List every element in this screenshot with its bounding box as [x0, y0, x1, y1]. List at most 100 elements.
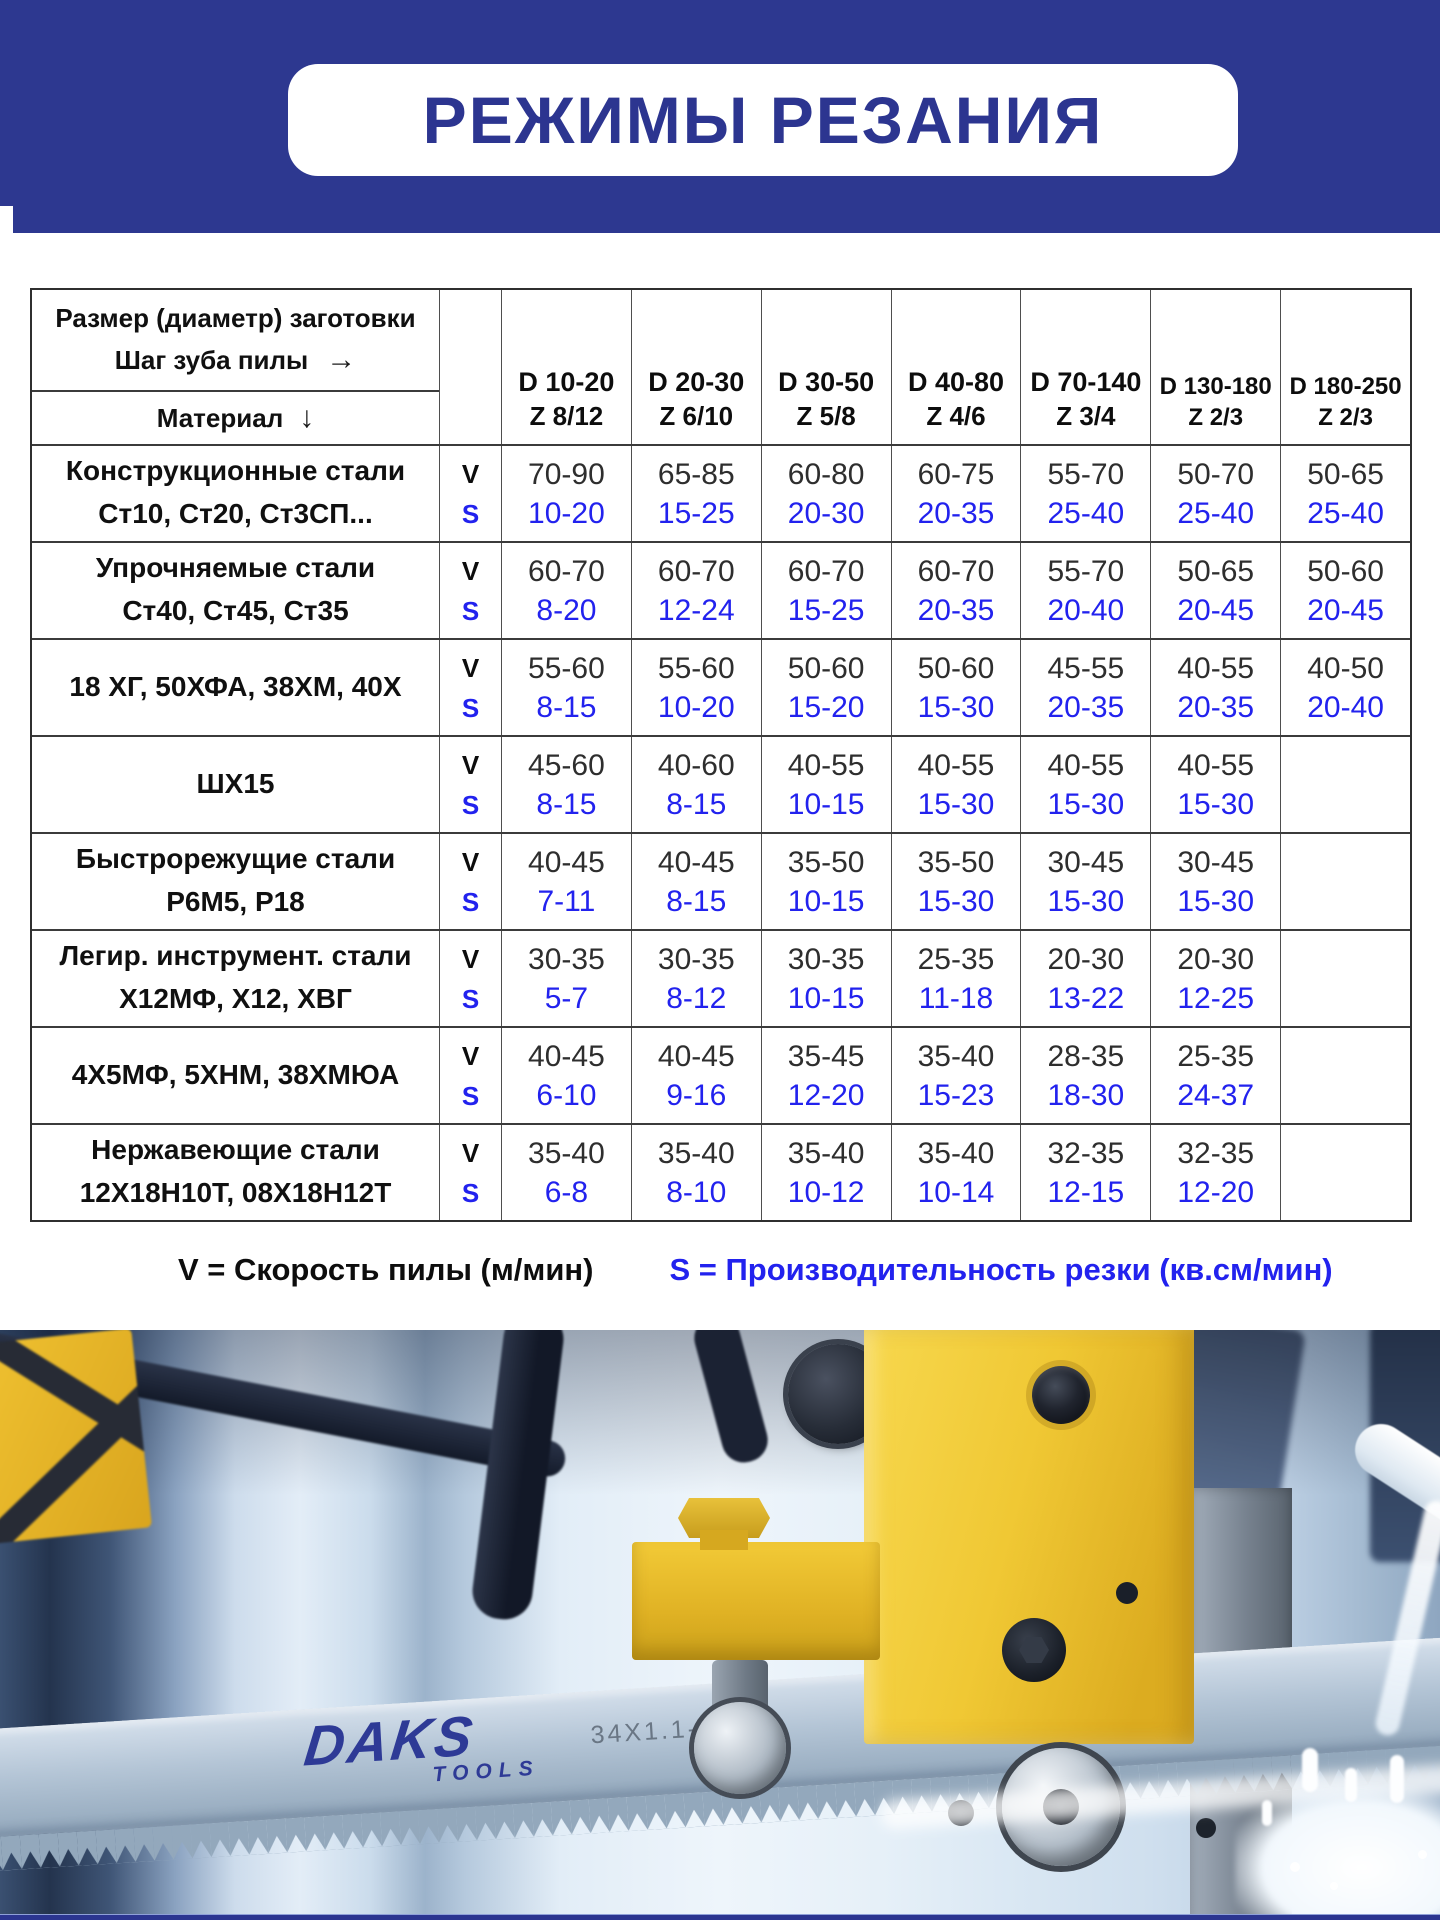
value-cell: 35-50 15-30 [890, 834, 1021, 929]
legend-s-label: S = Производительность резки (кв.см/мин) [669, 1252, 1333, 1287]
bolt-hole [1116, 1582, 1138, 1604]
value-cell: 60-70 15-25 [760, 543, 891, 638]
bolt-hole [1032, 1366, 1090, 1424]
material-cell: 18 ХГ, 50ХФА, 38ХМ, 40Х [69, 670, 402, 702]
page-title: РЕЖИМЫ РЕЗАНИЯ [422, 83, 1104, 157]
value-cell: 60-80 20-30 [760, 446, 891, 541]
hex-socket [1019, 1637, 1049, 1663]
column-header: D 10-20 Z 8/12 [501, 290, 631, 444]
value-cell [1280, 1028, 1410, 1123]
material-cell: ШХ15 [196, 767, 275, 799]
value-cell: 28-35 18-30 [1020, 1028, 1150, 1123]
screw [1196, 1818, 1216, 1838]
value-cell: 40-45 7-11 [501, 834, 631, 929]
value-cell: 40-55 10-15 [760, 737, 891, 832]
value-cell: 45-55 20-35 [1020, 640, 1150, 735]
legend: V = Скорость пилы (м/мин) S = Производит… [0, 1252, 1440, 1288]
value-cell: 35-40 10-14 [890, 1125, 1021, 1220]
column-header: D 180-250 Z 2/3 [1280, 290, 1410, 444]
hydraulic-hose [689, 1330, 773, 1468]
value-cell: 50-60 15-20 [760, 640, 891, 735]
cutting-modes-table: Размер (диаметр) заготовки Шаг зуба пилы… [30, 288, 1412, 1222]
value-cell: 60-70 20-35 [890, 543, 1021, 638]
right-arrow-icon: → [326, 343, 357, 376]
value-cell: 55-70 20-40 [1020, 543, 1150, 638]
hydraulic-hose [469, 1330, 567, 1623]
material-cell: Конструкционные стали Ст10, Ст20, Ст3СП..… [65, 455, 406, 529]
table-row: 18 ХГ, 50ХФА, 38ХМ, 40Х V S 55-60 8-15 55-60 1… [32, 638, 1410, 735]
value-cell: 45-60 8-15 [501, 737, 631, 832]
tooth-pitch-label: Шаг зуба пилы → [114, 343, 357, 376]
value-cell: 20-30 13-22 [1020, 931, 1150, 1026]
value-cell: 30-35 5-7 [501, 931, 631, 1026]
value-cell: 55-70 25-40 [1020, 446, 1150, 541]
table-row: Быстрорежущие стали Р6М5, Р18 V S 40-45 7-11 4… [32, 832, 1410, 929]
value-cell: 25-35 24-37 [1150, 1028, 1280, 1123]
corner-cell: Размер (диаметр) заготовки Шаг зуба пилы… [32, 290, 439, 444]
value-cell: 55-60 10-20 [630, 640, 761, 735]
coolant-droplet [1418, 1850, 1427, 1859]
corner-top: Размер (диаметр) заготовки Шаг зуба пилы… [32, 290, 439, 392]
value-cell: 50-65 25-40 [1280, 446, 1410, 541]
value-cell: 40-55 20-35 [1150, 640, 1280, 735]
value-cell: 50-65 20-45 [1150, 543, 1280, 638]
coolant-drip [1262, 1800, 1272, 1826]
value-cell: 40-45 6-10 [501, 1028, 631, 1123]
down-arrow-icon: ↓ [299, 401, 315, 434]
value-cell: 65-85 15-25 [630, 446, 761, 541]
value-cell: 35-40 10-12 [760, 1125, 891, 1220]
coolant-drip [1302, 1748, 1318, 1792]
value-cell: 32-35 12-20 [1150, 1125, 1280, 1220]
table-row: 4Х5МФ, 5ХНМ, 38ХМЮА V S 40-45 6-10 40-45 9-16 3… [32, 1026, 1410, 1123]
value-cell: 35-40 8-10 [630, 1125, 761, 1220]
banner-notch [0, 206, 13, 233]
column-header: D 30-50 Z 5/8 [760, 290, 891, 444]
value-cell: 40-45 8-15 [630, 834, 761, 929]
legend-v-label: V = Скорость пилы (м/мин) [178, 1252, 594, 1287]
band-saw-photo: DAKS TOOLS 34X1.1-7- [0, 1330, 1440, 1920]
value-cell [1280, 834, 1410, 929]
title-pill: РЕЖИМЫ РЕЗАНИЯ [288, 64, 1238, 176]
value-cell: 30-45 15-30 [1020, 834, 1150, 929]
material-header: Материал ↓ [156, 401, 315, 434]
material-cell: Нержавеющие стали 12Х18Н10Т, 08Х18Н12Т [79, 1134, 392, 1208]
guide-wheel [694, 1702, 786, 1794]
value-cell [1280, 1125, 1410, 1220]
value-cell: 30-45 15-30 [1150, 834, 1280, 929]
value-cell: 40-55 15-30 [1150, 737, 1280, 832]
vs-header-cell [439, 290, 501, 444]
value-cell [1280, 737, 1410, 832]
table-row: ШХ15 V S 45-60 8-15 40-60 8-15 40-55 10-15 40-55 1… [32, 735, 1410, 832]
value-cell: 50-70 25-40 [1150, 446, 1280, 541]
frame-brace [0, 1330, 153, 1452]
table-row: Конструкционные стали Ст10, Ст20, Ст3СП..… [32, 444, 1410, 541]
value-cell: 55-60 8-15 [501, 640, 631, 735]
machine-frame-left [0, 1330, 153, 1544]
value-cell: 20-30 12-25 [1150, 931, 1280, 1026]
column-header: D 20-30 Z 6/10 [630, 290, 761, 444]
value-cell: 25-35 11-18 [890, 931, 1021, 1026]
value-cell: 32-35 12-15 [1020, 1125, 1150, 1220]
material-cell: Быстрорежущие стали Р6М5, Р18 [75, 843, 396, 917]
value-cell: 40-60 8-15 [630, 737, 761, 832]
value-cell: 35-40 15-23 [890, 1028, 1021, 1123]
value-cell: 40-45 9-16 [630, 1028, 761, 1123]
bottom-bar [0, 1914, 1440, 1920]
yellow-guide-arm [632, 1542, 880, 1660]
workpiece-size-label: Размер (диаметр) заготовки [55, 303, 416, 333]
value-cell: 40-50 20-40 [1280, 640, 1410, 735]
value-cell: 70-90 10-20 [501, 446, 631, 541]
value-cell: 30-35 10-15 [760, 931, 891, 1026]
table-row: Упрочняемые стали Ст40, Ст45, Ст35 V S 60-70… [32, 541, 1410, 638]
table-body: Конструкционные стали Ст10, Ст20, Ст3СП..… [32, 444, 1410, 1220]
value-cell: 60-70 8-20 [501, 543, 631, 638]
material-cell: Легир. инструмент. стали Х12МФ, Х12, ХВГ [59, 940, 412, 1014]
value-cell: 60-75 20-35 [890, 446, 1021, 541]
value-cell: 40-55 15-30 [890, 737, 1021, 832]
